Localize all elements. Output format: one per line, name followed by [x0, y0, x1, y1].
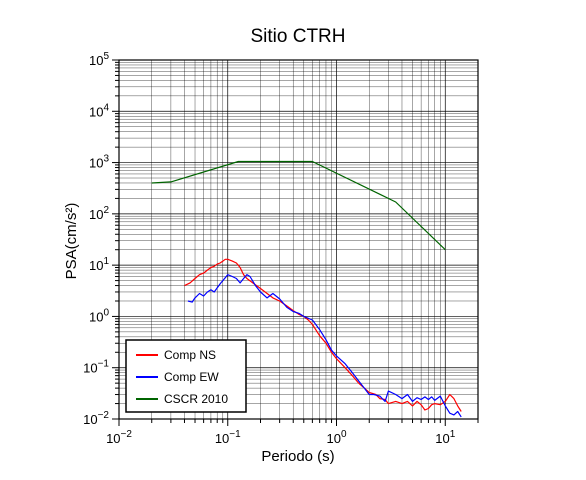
y-tick-label: 105: [89, 51, 109, 68]
tick-marks: [112, 59, 479, 426]
x-tick-label: 101: [435, 429, 455, 446]
x-axis-label: Periodo (s): [261, 448, 334, 465]
plot-frame: [118, 59, 479, 420]
legend-label-cscr-2010: CSCR 2010: [164, 392, 228, 406]
y-axis-label: PSA(cm/s²): [63, 203, 80, 280]
series-line-cscr-2010: [151, 160, 446, 251]
y-tick-label: 100: [89, 307, 109, 324]
y-tick-label: 10−2: [83, 410, 109, 427]
y-tick-label: 103: [89, 154, 109, 171]
y-tick-label: 102: [89, 205, 109, 222]
tick-labels: 10−2 10−1 100 101 10−2 10−1 100 101 102 103 104 105: [83, 51, 456, 446]
x-tick-label: 10−1: [215, 429, 241, 446]
y-tick-label: 10−1: [83, 359, 109, 376]
legend-label-comp-ew: Comp EW: [164, 370, 219, 384]
series-line-comp-ns: [184, 258, 462, 412]
x-tick-label: 10−2: [106, 429, 132, 446]
chart-title: Sitio CTRH: [250, 26, 345, 47]
series-layer: [151, 160, 462, 418]
series-line-comp-ew: [187, 274, 462, 418]
legend-label-comp-ns: Comp NS: [164, 348, 216, 362]
y-tick-label: 101: [89, 256, 109, 273]
x-tick-label: 100: [326, 429, 346, 446]
legend: Comp NS Comp EW CSCR 2010: [125, 339, 247, 413]
grid: [118, 59, 479, 420]
y-tick-label: 104: [89, 102, 109, 119]
